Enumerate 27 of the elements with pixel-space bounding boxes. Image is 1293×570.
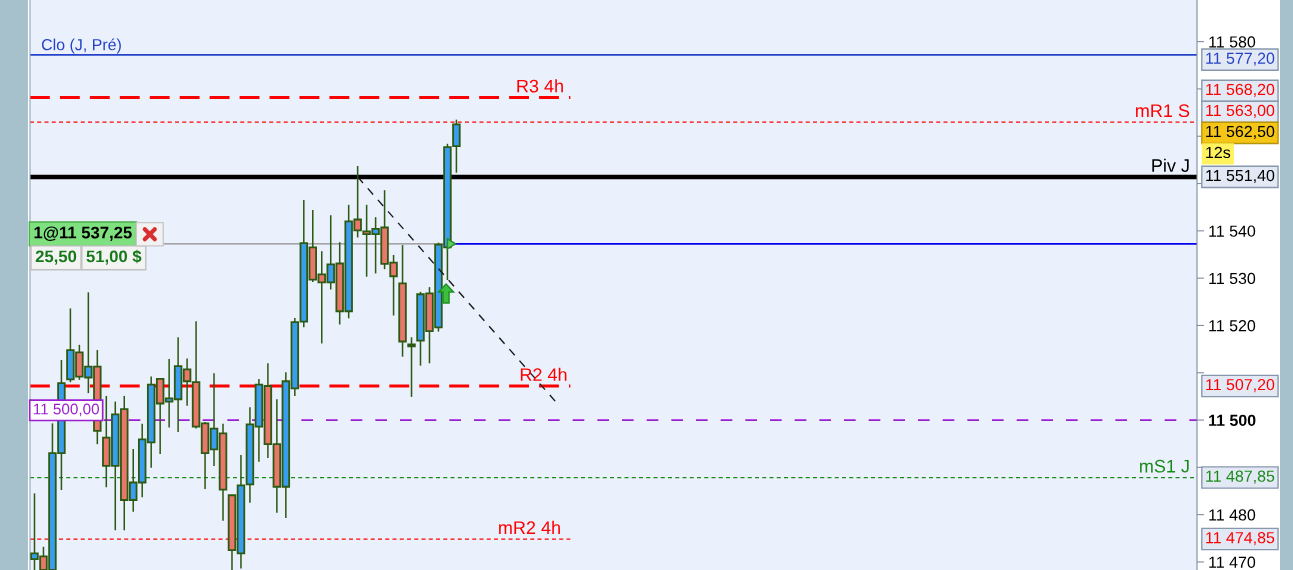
y-tick-label: 11 580 (1209, 36, 1256, 48)
y-tick-label: 11 540 (1209, 225, 1256, 237)
text: 11 577,20 (1206, 52, 1275, 66)
ref-line-label: mR1 S (1136, 104, 1190, 118)
ref-line-label: mS1 J (1140, 459, 1189, 473)
text: 11 551,40 (1206, 169, 1275, 184)
y-tick-label: 11 480 (1209, 509, 1256, 521)
ref-line-label: Clo (J, Pré) (41, 38, 121, 54)
y-tick-label: 11 520 (1209, 320, 1256, 332)
text: 11 487,85 (1206, 470, 1275, 484)
annotation: 25,50 (35, 250, 77, 265)
y-tick-label: 11 500 (1209, 414, 1256, 426)
annotation: 51,00 $ (86, 249, 142, 265)
text: 11 562,50 (1206, 125, 1275, 139)
ref-line-label: R3 4h (517, 79, 563, 93)
y-tick-label: 11 470 (1209, 556, 1256, 568)
text: 11 568,20 (1206, 83, 1275, 98)
ref-line-label: 1@11 537,25 (34, 226, 132, 241)
ref-line-label: Piv J (1152, 158, 1189, 172)
ref-line-label: 11 500,00 (33, 403, 100, 417)
text: 12s (1206, 146, 1231, 159)
y-tick-label: 11 530 (1209, 272, 1256, 285)
ref-line-label: mR2 4h (499, 520, 560, 534)
candlestick (407, 336, 416, 398)
text: 11 507,20 (1206, 378, 1275, 393)
text: 11 563,00 (1206, 104, 1275, 118)
text: 11 474,85 (1206, 531, 1275, 546)
